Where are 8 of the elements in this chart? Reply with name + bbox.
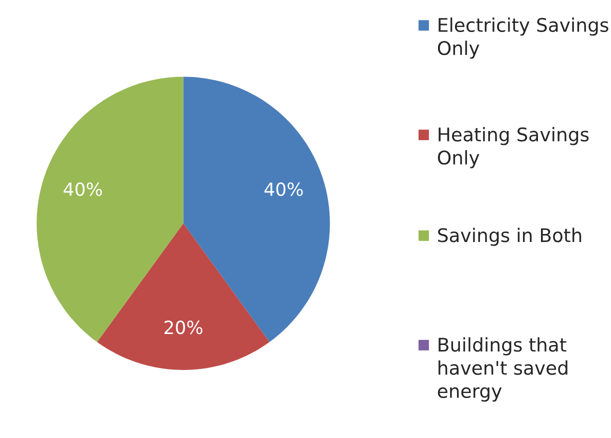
data-label: 20% bbox=[164, 320, 202, 334]
legend-label: Electricity Savings Only bbox=[438, 18, 608, 59]
legend-label: Heating Savings Only bbox=[438, 127, 589, 168]
legend-label: Savings in Both bbox=[438, 228, 582, 246]
data-label: 40% bbox=[64, 182, 102, 196]
data-label: 40% bbox=[264, 182, 303, 196]
legend-label: Buildings that haven't saved energy bbox=[438, 337, 568, 402]
pie-slice bbox=[97, 223, 270, 370]
